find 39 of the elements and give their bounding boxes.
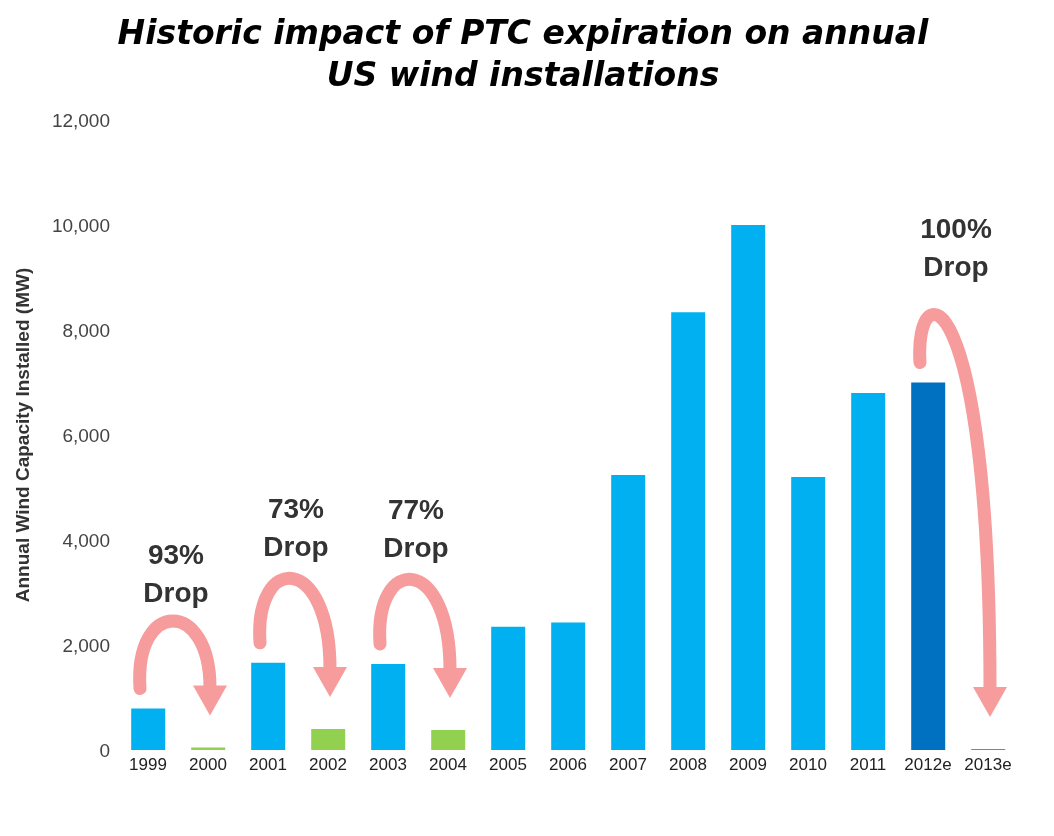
bar (431, 730, 466, 750)
annotation: 77% Drop (383, 493, 449, 563)
bar (491, 626, 526, 750)
y-tick-label: 0 (99, 739, 110, 761)
y-tick-label: 8,000 (62, 319, 110, 341)
annotation: 73% Drop (263, 492, 329, 562)
x-tick-label: 2004 (429, 755, 467, 775)
bar (671, 312, 706, 750)
y-axis-title: Annual Wind Capacity Installed (MW) (11, 267, 33, 603)
annotation: 93% Drop (143, 538, 209, 608)
bar (851, 393, 886, 750)
y-tick-label: 12,000 (51, 109, 110, 131)
x-tick-label: 2010 (789, 755, 827, 775)
x-tick-label: 2006 (549, 755, 587, 775)
x-tick-label: 2007 (609, 755, 647, 775)
bar (731, 225, 766, 750)
x-tick-label: 2009 (729, 755, 767, 775)
x-tick-label: 2013e (964, 755, 1012, 775)
x-tick-label: 2000 (189, 755, 227, 775)
x-tick-label: 2005 (489, 755, 527, 775)
bar (791, 477, 826, 750)
x-tick-label: 2011 (849, 755, 887, 775)
bar (191, 747, 226, 750)
x-tick-label: 2003 (369, 755, 407, 775)
bar (311, 729, 346, 750)
bar (611, 474, 646, 750)
x-tick-label: 2008 (669, 755, 707, 775)
x-tick-label: 2001 (249, 755, 287, 775)
x-tick-label: 2002 (309, 755, 347, 775)
x-tick-label: 1999 (129, 755, 167, 775)
bar (131, 708, 166, 750)
y-tick-label: 2,000 (62, 634, 110, 656)
bar (551, 622, 586, 750)
y-tick-label: 10,000 (51, 214, 110, 236)
chart-title: Historic impact of PTC expiration on annual US wind installations (116, 12, 930, 96)
y-tick-label: 6,000 (62, 424, 110, 446)
x-tick-label: 2012e (904, 755, 952, 775)
annotation: 100% Drop (920, 212, 992, 282)
y-tick-label: 4,000 (62, 529, 110, 551)
